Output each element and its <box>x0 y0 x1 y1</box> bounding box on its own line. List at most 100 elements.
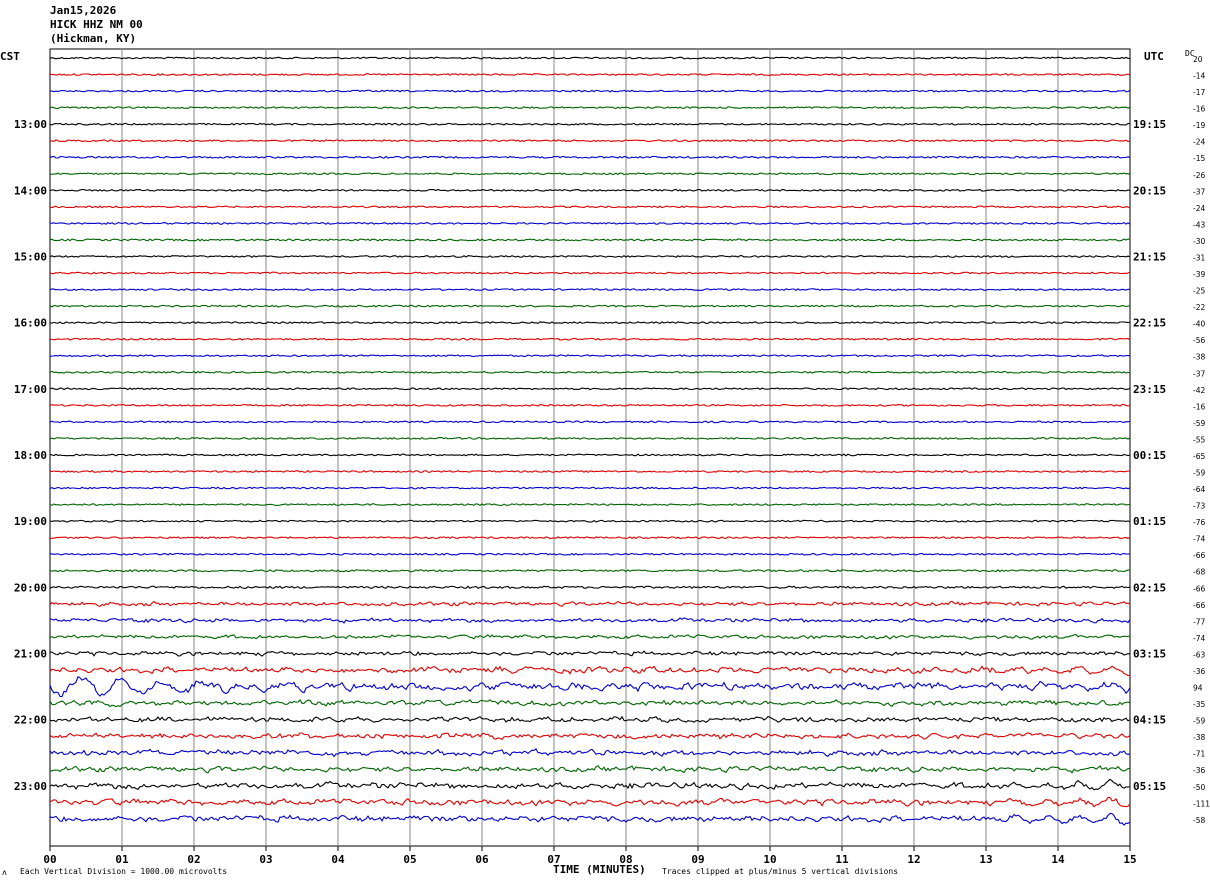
plot-frame <box>49 48 1131 847</box>
dc-offset-label: -63 <box>1193 650 1205 659</box>
seismic-trace <box>49 370 1131 374</box>
seismic-trace <box>49 617 1131 624</box>
dc-offset-label: -66 <box>1193 551 1205 560</box>
x-tick-label: 14 <box>1051 853 1065 866</box>
seismic-trace <box>49 470 1130 473</box>
x-tick-label: 15 <box>1123 853 1136 866</box>
dc-offset-label: -66 <box>1193 601 1205 610</box>
dc-offset-label: -43 <box>1193 220 1205 229</box>
seismic-trace <box>49 486 1131 490</box>
seismic-trace <box>49 403 1131 407</box>
dc-offset-label: -71 <box>1193 750 1205 759</box>
dc-offset-label: -42 <box>1193 386 1205 395</box>
cst-hour-label: 17:00 <box>14 383 47 396</box>
utc-hour-label: 03:15 <box>1133 647 1166 660</box>
seismic-trace <box>49 569 1131 573</box>
dc-offset-label: -36 <box>1193 766 1205 775</box>
utc-hour-label: 23:15 <box>1133 383 1166 396</box>
dc-offset-label: -38 <box>1193 353 1205 362</box>
dc-offset-label: -73 <box>1193 502 1205 511</box>
seismic-trace <box>49 698 1131 708</box>
dc-offset-label: -68 <box>1193 568 1205 577</box>
seismic-trace <box>49 321 1131 325</box>
left-timezone-label: CST <box>0 50 20 63</box>
seismic-trace <box>49 106 1131 110</box>
seismic-trace <box>49 765 1131 774</box>
dc-offset-label: -55 <box>1193 435 1205 444</box>
vertical-scale-note: Each Vertical Division = 1000.00 microvo… <box>20 867 228 876</box>
seismic-trace <box>49 585 1131 590</box>
seismic-trace <box>49 122 1131 126</box>
plot-date: Jan15,2026 <box>50 4 117 17</box>
utc-hour-label: 05:15 <box>1133 780 1166 793</box>
seismic-trace <box>49 288 1130 292</box>
seismic-trace <box>49 89 1131 93</box>
x-tick-label: 05 <box>403 853 416 866</box>
dc-offset-label: -31 <box>1193 253 1205 262</box>
x-tick-label: 11 <box>835 853 849 866</box>
utc-hour-label: 19:15 <box>1133 118 1166 131</box>
utc-hour-label: 20:15 <box>1133 184 1166 197</box>
dc-offset-label: -76 <box>1193 518 1205 527</box>
seismic-trace <box>49 255 1131 258</box>
seismic-trace <box>49 73 1131 76</box>
seismic-trace <box>49 436 1131 440</box>
dc-offset-label: -30 <box>1193 237 1205 246</box>
x-tick-label: 12 <box>907 853 920 866</box>
seismic-trace <box>49 732 1131 741</box>
utc-hour-label: 22:15 <box>1133 317 1166 330</box>
cst-hour-label: 23:00 <box>14 780 47 793</box>
x-tick-label: 04 <box>331 853 345 866</box>
seismic-trace <box>49 503 1130 507</box>
seismic-trace <box>49 715 1131 724</box>
dc-offset-label: -22 <box>1193 303 1205 312</box>
dc-offset-label: -111 <box>1193 799 1210 808</box>
dc-offset-label: 20 <box>1193 55 1203 64</box>
dc-offset-label: -74 <box>1193 535 1205 544</box>
x-tick-label: 07 <box>547 853 560 866</box>
right-timezone-label: UTC <box>1144 50 1164 63</box>
seismic-trace <box>49 650 1131 657</box>
seismic-trace <box>49 665 1131 677</box>
seismic-trace <box>49 536 1131 540</box>
dc-offset-label: -65 <box>1193 452 1205 461</box>
x-tick-label: 06 <box>475 853 489 866</box>
seismic-trace <box>49 796 1131 808</box>
cst-hour-label: 22:00 <box>14 714 47 727</box>
dc-offset-label: -59 <box>1193 717 1205 726</box>
dc-offset-label: -15 <box>1193 154 1205 163</box>
x-tick-label: 10 <box>763 853 776 866</box>
dc-offset-label: -37 <box>1193 187 1205 196</box>
seismic-trace <box>49 56 1131 60</box>
cst-hour-label: 18:00 <box>14 449 47 462</box>
dc-offset-label: -40 <box>1193 320 1205 329</box>
seismic-trace <box>49 354 1131 358</box>
seismic-trace <box>49 812 1131 826</box>
cst-hour-label: 13:00 <box>14 118 47 131</box>
dc-offset-label: -24 <box>1193 204 1205 213</box>
x-tick-label: 09 <box>691 853 704 866</box>
seismic-trace <box>49 238 1131 242</box>
dc-offset-label: -74 <box>1193 634 1205 643</box>
dc-offset-label: -59 <box>1193 469 1205 478</box>
seismic-trace <box>49 420 1131 424</box>
station-location: (Hickman, KY) <box>50 32 137 45</box>
dc-offset-label: -66 <box>1193 584 1205 593</box>
dc-offset-label: -35 <box>1193 700 1205 709</box>
seismic-trace <box>49 387 1131 391</box>
x-tick-label: 00 <box>43 853 56 866</box>
dc-offset-label: -25 <box>1193 287 1205 296</box>
seismic-trace <box>50 221 1131 225</box>
seismic-trace <box>49 155 1131 159</box>
cst-hour-label: 20:00 <box>14 581 47 594</box>
dc-offset-label: -16 <box>1193 105 1205 114</box>
clipping-note: Traces clipped at plus/minus 5 vertical … <box>662 867 899 876</box>
utc-hour-label: 21:15 <box>1133 250 1166 263</box>
dc-offset-label: -50 <box>1193 783 1205 792</box>
plot-header: Jan15,2026 HICK HHZ NM 00 (Hickman, KY) <box>50 4 143 46</box>
cst-hour-label: 16:00 <box>14 317 47 330</box>
seismic-trace <box>49 205 1130 209</box>
dc-offset-label: -36 <box>1193 667 1205 676</box>
dc-offset-header: DC <box>1185 49 1195 58</box>
seismic-trace <box>49 519 1131 523</box>
